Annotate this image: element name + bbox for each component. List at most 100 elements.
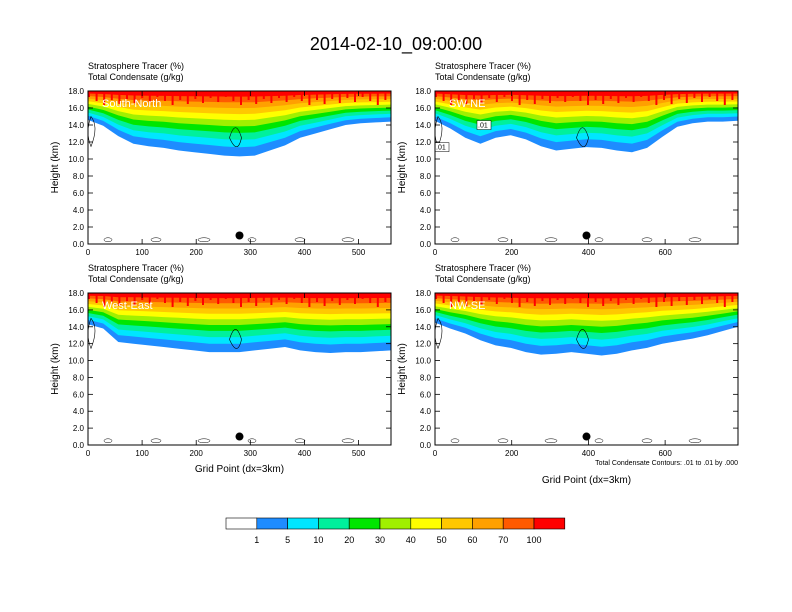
contour-label-box — [476, 120, 492, 130]
y-tick-label: 8.0 — [420, 172, 432, 181]
condensate-contour — [576, 127, 589, 148]
tracer-streak — [194, 293, 197, 301]
colorbar-label: 50 — [437, 535, 447, 545]
tracer-streak — [384, 91, 387, 100]
tracer-streak — [323, 91, 326, 104]
tracer-streak — [571, 91, 574, 97]
panel-subtitle-tracer: Stratosphere Tracer (%) — [435, 263, 531, 273]
location-marker — [582, 432, 591, 441]
panel-subtitle-tracer: Stratosphere Tracer (%) — [88, 263, 184, 273]
tracer-streak — [609, 91, 612, 99]
y-tick-label: 2.0 — [420, 223, 432, 232]
panel-label: NW-SE — [449, 300, 485, 312]
tracer-streak — [693, 293, 696, 300]
y-tick-label: 0.0 — [420, 441, 432, 450]
tracer-streak — [442, 91, 445, 101]
tracer-streak — [156, 91, 159, 97]
tracer-streak — [571, 293, 574, 299]
tracer-streak — [495, 293, 498, 304]
tracer-streak — [103, 293, 106, 307]
tracer-streak — [625, 293, 627, 300]
y-tick-label: 12.0 — [415, 138, 431, 147]
tracer-streak — [255, 293, 258, 306]
tracer-streak — [270, 91, 273, 103]
tracer-streak — [179, 293, 182, 302]
tracer-band-10 — [88, 293, 391, 299]
condensate-contour — [103, 237, 113, 242]
tracer-streak — [384, 293, 387, 302]
tracer-streak — [202, 293, 204, 305]
x-tick-label: 200 — [505, 449, 519, 458]
plot-frame — [87, 292, 392, 446]
tracer-streak — [186, 91, 189, 104]
tracer-streak — [217, 91, 220, 102]
tracer-streak — [331, 293, 334, 301]
tracer-streak — [369, 91, 372, 101]
tracer-streak — [103, 91, 106, 105]
tracer-streak — [435, 293, 437, 299]
tracer-streak — [594, 91, 597, 100]
y-tick-label: 16.0 — [415, 306, 431, 315]
tracer-streak — [331, 91, 334, 99]
condensate-contour — [594, 237, 604, 242]
y-tick-label: 18.0 — [415, 289, 431, 298]
y-tick-label: 6.0 — [73, 390, 85, 399]
y-tick-label: 18.0 — [415, 87, 431, 96]
x-tick-label: 400 — [298, 449, 312, 458]
panel-subtitle-condensate: Total Condensate (g/kg) — [88, 274, 184, 284]
tracer-streak — [663, 293, 665, 302]
x-tick-label: 200 — [190, 248, 204, 257]
y-tick-label: 18.0 — [68, 87, 84, 96]
tracer-streak — [655, 91, 658, 105]
panel-2: Stratosphere Tracer (%)Total Condensate … — [397, 61, 739, 257]
tracer-streak — [346, 293, 349, 300]
x-tick-label: 200 — [505, 248, 519, 257]
condensate-contours — [88, 317, 355, 444]
condensate-contour — [247, 438, 257, 444]
tracer-streak — [354, 91, 356, 102]
tracer-streak — [450, 91, 453, 105]
panel-label: SW-NE — [449, 98, 485, 110]
tracer-streak — [670, 91, 673, 104]
y-tick-label: 10.0 — [415, 357, 431, 366]
tracer-streak — [224, 91, 227, 97]
condensate-contour — [88, 317, 96, 350]
condensate-contour — [150, 237, 162, 242]
tracer-streak — [488, 91, 491, 98]
y-tick-label: 2.0 — [73, 223, 85, 232]
tracer-streak — [110, 293, 113, 302]
tracer-streak — [88, 293, 90, 299]
tracer-streak — [465, 91, 468, 104]
tracer-streak — [186, 293, 189, 306]
tracer-streak — [457, 293, 460, 302]
tracer-streak — [579, 293, 582, 303]
condensate-contour — [497, 438, 509, 444]
tracer-streak — [556, 91, 559, 98]
panel-subtitle-condensate: Total Condensate (g/kg) — [435, 72, 531, 82]
tracer-streak — [346, 91, 349, 98]
condensate-contours — [435, 317, 702, 444]
y-axis-label: Height (km) — [397, 343, 408, 395]
condensate-contour — [594, 438, 604, 444]
tracer-streak — [262, 91, 265, 99]
tracer-streak — [693, 91, 696, 98]
x-axis-label: Grid Point (dx=3km) — [195, 464, 284, 475]
y-tick-label: 6.0 — [420, 189, 432, 198]
tracer-streak — [247, 91, 250, 100]
tracer-streak — [442, 293, 445, 303]
tracer-streak — [278, 91, 280, 98]
tracer-streak — [701, 293, 703, 304]
tracer-streak — [164, 293, 166, 303]
colorbar-swatch — [410, 517, 442, 530]
tracer-streak — [323, 293, 326, 306]
tracer-streak — [110, 91, 113, 100]
y-tick-label: 16.0 — [68, 306, 84, 315]
contour-label: .01 — [436, 145, 446, 152]
tracer-streak — [435, 91, 437, 97]
tracer-streak — [285, 91, 288, 102]
x-tick-label: 400 — [298, 248, 312, 257]
tracer-streak — [148, 293, 151, 304]
x-tick-label: 300 — [244, 248, 258, 257]
panels-group: Stratosphere Tracer (%)Total Condensate … — [50, 61, 739, 486]
tracer-streak — [450, 293, 453, 307]
